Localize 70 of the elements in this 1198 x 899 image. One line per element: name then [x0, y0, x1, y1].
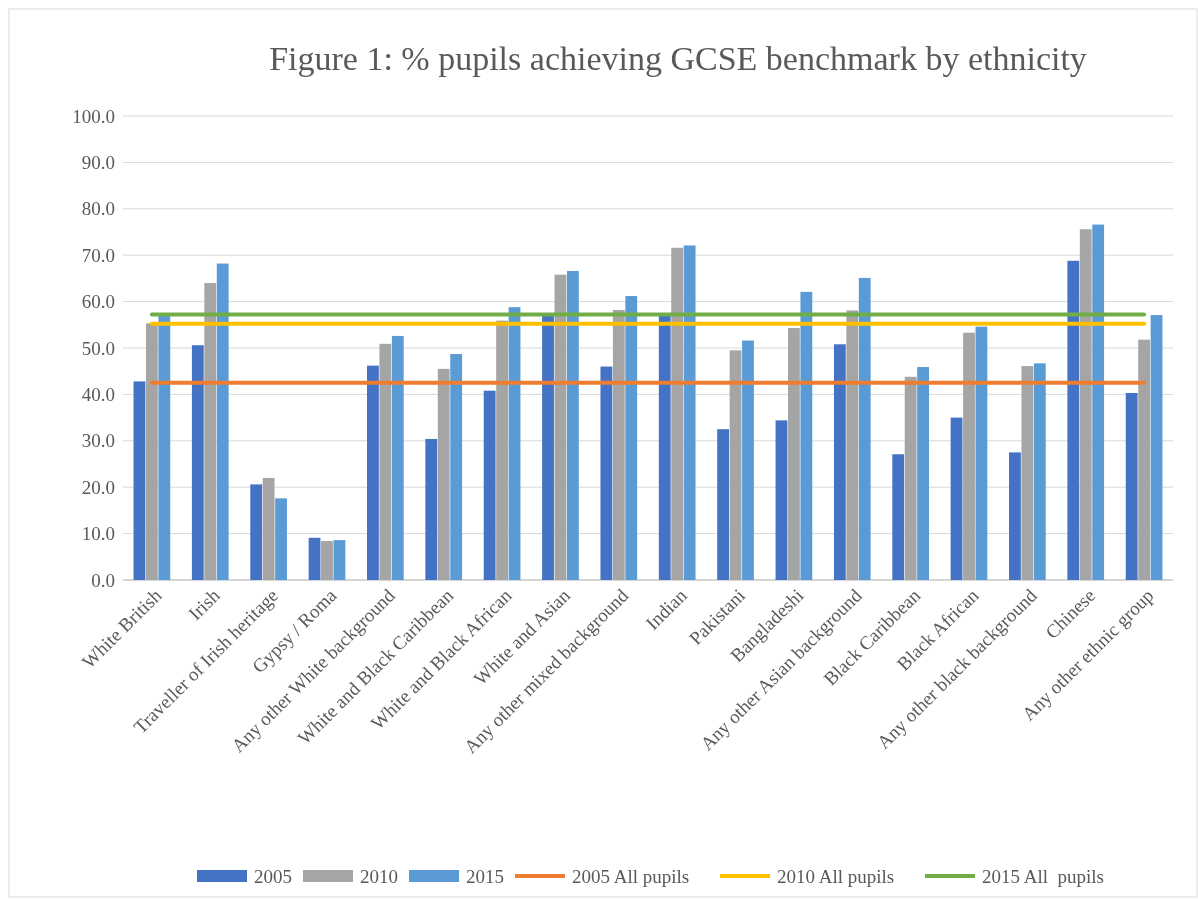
bar: [483, 390, 496, 580]
legend-label: 2005 All pupils: [572, 865, 690, 887]
legend-label: 2015 All pupils: [982, 865, 1104, 887]
y-tick-label: 60.0: [81, 291, 115, 313]
bar: [1138, 339, 1151, 580]
bar: [1092, 224, 1105, 580]
y-tick-label: 20.0: [81, 476, 115, 498]
bar: [379, 343, 392, 580]
bar: [846, 310, 859, 580]
bar: [333, 540, 346, 580]
bar: [204, 283, 217, 580]
bar: [858, 277, 871, 580]
bar: [1067, 260, 1080, 580]
y-tick-label: 70.0: [81, 244, 115, 266]
bar: [391, 335, 404, 580]
bar: [450, 354, 463, 580]
bar: [625, 296, 638, 580]
bar: [321, 541, 333, 580]
y-tick-label: 30.0: [81, 430, 115, 452]
bar: [145, 323, 158, 580]
bar: [683, 245, 696, 580]
bar: [1021, 366, 1034, 580]
bar: [833, 344, 846, 580]
bar: [788, 328, 800, 580]
bar: [191, 345, 204, 580]
bar: [437, 368, 450, 580]
bar: [671, 247, 684, 580]
bar: [1150, 315, 1163, 580]
bar: [1033, 363, 1046, 580]
bar: [133, 381, 146, 580]
legend-label: 2005: [254, 865, 292, 887]
y-tick-label: 80.0: [81, 198, 115, 220]
y-tick-label: 50.0: [81, 337, 115, 359]
legend-label: 2015: [466, 865, 504, 887]
bar: [158, 315, 171, 580]
chart-title: Figure 1: % pupils achieving GCSE benchmark by ethnicity: [269, 40, 1087, 77]
bar: [950, 417, 963, 580]
bar: [496, 320, 508, 580]
bar: [566, 270, 579, 580]
y-tick-label: 90.0: [81, 152, 115, 174]
bar: [600, 366, 613, 580]
bar: [425, 438, 438, 580]
bar: [892, 454, 905, 580]
x-tick-label: Irish: [184, 584, 225, 625]
bar: [308, 537, 321, 580]
bar: [917, 367, 929, 580]
bar: [262, 477, 275, 580]
bar: [775, 420, 788, 580]
bar: [216, 263, 229, 580]
bar: [542, 314, 554, 580]
bar: [742, 340, 754, 580]
bar: [729, 350, 742, 580]
y-tick-label: 10.0: [81, 523, 115, 545]
legend-label: 2010 All pupils: [777, 865, 895, 887]
bar: [800, 291, 813, 580]
legend-label: 2010: [360, 865, 398, 887]
y-tick-label: 100.0: [72, 105, 115, 127]
bar: [612, 309, 625, 580]
bar: [717, 429, 730, 580]
bar: [250, 484, 263, 580]
bar: [963, 332, 975, 580]
bar: [1125, 393, 1138, 580]
bar: [1079, 229, 1092, 580]
y-tick-label: 40.0: [81, 384, 115, 406]
y-tick-label: 0.0: [91, 569, 115, 591]
bar: [275, 498, 287, 580]
bar: [367, 365, 379, 580]
bar: [975, 326, 988, 580]
bar: [904, 376, 917, 580]
bar: [1009, 452, 1021, 580]
